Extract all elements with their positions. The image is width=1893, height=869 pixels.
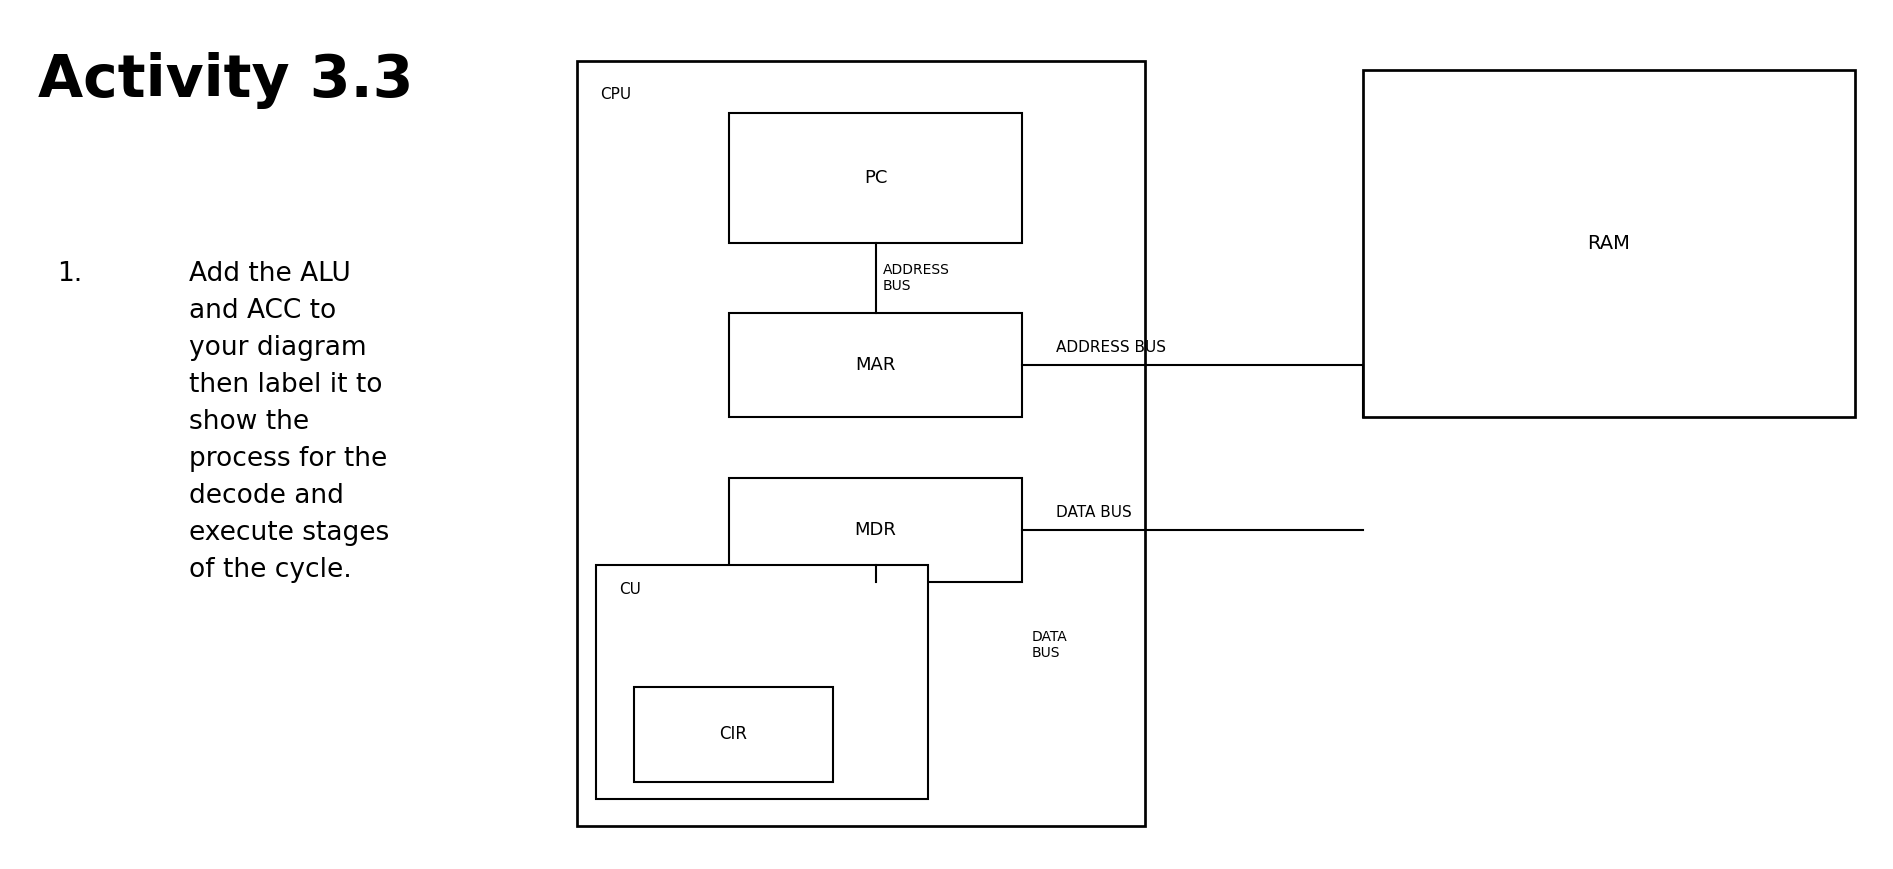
Bar bbox=[729, 113, 1022, 243]
Text: ADDRESS BUS: ADDRESS BUS bbox=[1056, 340, 1166, 355]
Text: CIR: CIR bbox=[719, 726, 748, 743]
Bar bbox=[634, 687, 833, 782]
Bar bbox=[596, 565, 928, 799]
Text: MAR: MAR bbox=[856, 356, 895, 374]
Bar bbox=[577, 61, 1145, 826]
Text: PC: PC bbox=[863, 169, 888, 187]
Bar bbox=[729, 313, 1022, 417]
Text: ADDRESS
BUS: ADDRESS BUS bbox=[882, 263, 950, 293]
Bar bbox=[1363, 70, 1855, 417]
Text: Add the ALU
and ACC to
your diagram
then label it to
show the
process for the
de: Add the ALU and ACC to your diagram then… bbox=[189, 261, 390, 583]
Text: RAM: RAM bbox=[1588, 234, 1630, 253]
Text: CU: CU bbox=[619, 582, 642, 597]
Text: MDR: MDR bbox=[854, 521, 897, 539]
Bar bbox=[729, 478, 1022, 582]
Text: 1.: 1. bbox=[57, 261, 81, 287]
Text: Activity 3.3: Activity 3.3 bbox=[38, 52, 413, 109]
Text: DATA BUS: DATA BUS bbox=[1056, 505, 1132, 520]
Text: DATA
BUS: DATA BUS bbox=[1032, 630, 1068, 660]
Text: CPU: CPU bbox=[600, 87, 630, 102]
